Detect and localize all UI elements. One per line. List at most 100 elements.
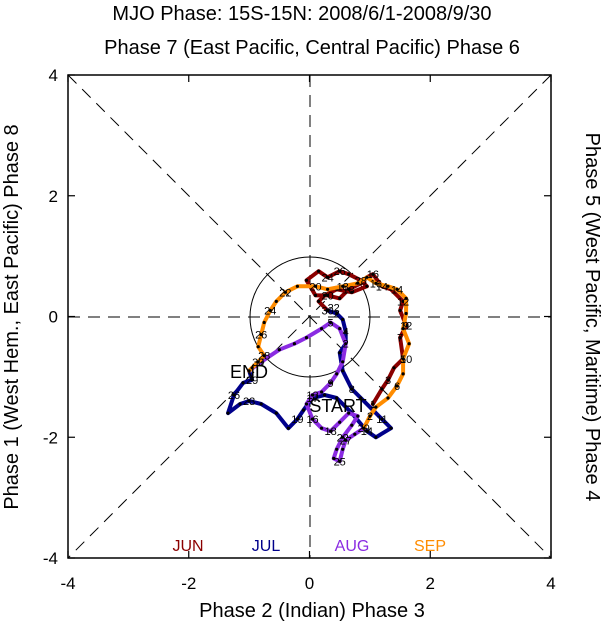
data-point [320,426,324,430]
day-label: 2 [334,309,340,321]
data-point [407,342,411,346]
data-point [386,396,390,400]
data-point [344,330,348,334]
data-point [386,284,390,288]
data-point [283,290,287,294]
data-point [341,317,345,322]
data-point [392,366,396,370]
data-point [326,287,330,291]
day-label: 16 [306,414,318,426]
day-label: 2 [367,411,373,423]
data-point [256,345,260,349]
data-point [347,272,351,276]
data-point [259,333,263,337]
data-point [389,426,393,430]
data-point [256,360,260,364]
day-label: 14 [376,281,388,293]
data-point [329,381,333,385]
data-point [365,429,369,433]
data-point [335,447,339,451]
data-point [380,417,384,421]
series-layer [226,269,412,464]
data-point [374,435,378,439]
day-label: 14 [361,426,373,438]
data-point [371,272,375,276]
data-point [313,293,318,297]
day-label: 24 [264,306,276,318]
data-point [335,396,339,400]
data-point [338,420,342,424]
data-point [362,426,366,430]
data-point [347,287,351,291]
day-label: 22 [279,287,291,299]
left-phase-label: Phase 1 (West Hem., East Pacific) Phase … [1,124,23,509]
data-point [398,336,402,340]
day-label: 18 [337,281,349,293]
day-label: 24 [321,272,333,284]
y-tick-label: -4 [43,549,58,568]
day-label: 20 [321,290,333,302]
data-point [277,348,281,352]
data-point [301,408,306,412]
data-point [359,396,363,400]
data-point [341,447,345,451]
data-point [320,390,324,394]
day-label: 25 [334,456,346,468]
y-tick-label: 2 [49,187,58,206]
day-label: 30 [252,357,264,369]
day-label: 7 [397,333,403,345]
day-label: 2 [343,339,349,351]
day-label: 18 [324,426,336,438]
data-point [347,411,351,415]
data-point [338,269,342,273]
day-label: 14 [391,284,403,296]
day-label: 8 [349,384,355,396]
data-point [338,459,342,463]
data-point [335,372,339,376]
series-line-jul [226,308,393,440]
data-point [304,402,309,406]
data-point [317,299,321,303]
data-point [262,354,266,358]
data-point [250,366,254,370]
data-point [341,435,345,439]
day-label: 26 [334,266,346,278]
day-label: 12 [400,321,412,333]
data-point [350,423,354,427]
data-point [329,320,333,325]
right-phase-label: Phase 5 (West Pacific, Maritime) Phase 4 [581,133,603,502]
data-point [341,360,345,364]
data-point [326,293,330,297]
day-label: 30 [321,306,333,318]
data-point [295,284,299,288]
legend-entry-jun: JUN [172,538,203,555]
data-point [313,284,318,288]
data-point [326,308,330,313]
data-point [356,281,360,285]
data-point [401,357,405,361]
data-point [350,290,354,294]
data-point [292,342,296,346]
day-label: 6 [394,381,400,393]
data-point [304,278,309,282]
day-label: 16 [367,269,379,281]
data-point [395,384,399,388]
day-label: 3 [385,375,391,387]
start-marker-label: START [309,396,366,416]
data-point [332,456,336,460]
day-label: 26 [228,390,240,402]
day-label: 28 [258,351,270,363]
day-label: 29 [246,375,258,387]
month-legend: JUN JUL AUG SEP [172,538,446,555]
data-point [232,393,236,397]
data-point [295,417,299,421]
data-point [274,411,278,415]
day-label: 18 [343,284,355,296]
top-phase-label: Phase 7 (East Pacific, Central Pacific) … [104,37,520,59]
data-point [226,411,230,415]
x-tick-label: -4 [60,574,75,593]
series-line-jun [304,269,409,406]
day-label: 1 [370,399,376,411]
data-point [304,336,309,340]
